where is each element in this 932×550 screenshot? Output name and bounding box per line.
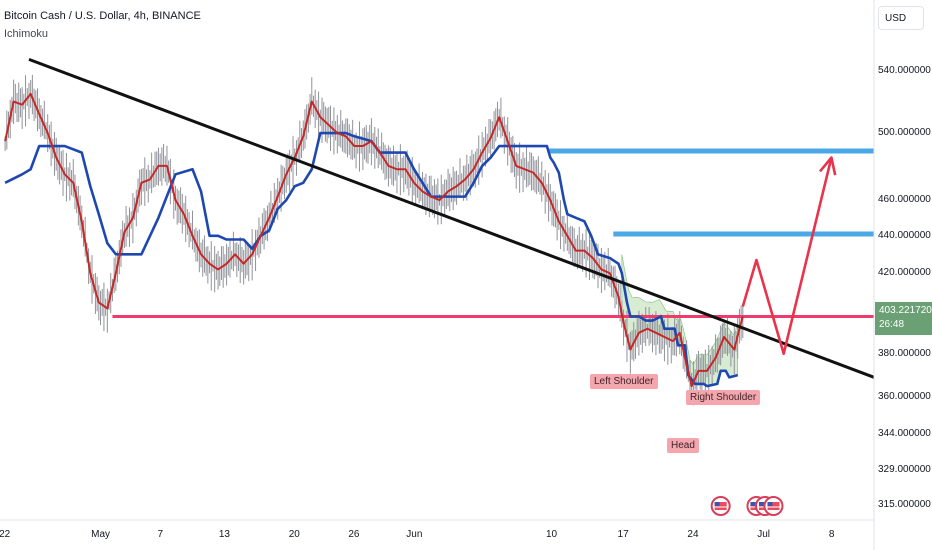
bar-countdown: 26:48 <box>879 319 905 330</box>
price-tick-label: 344.000000 <box>878 427 931 439</box>
us-flag-icon[interactable] <box>710 496 731 516</box>
candles <box>4 74 744 406</box>
time-tick-label: 20 <box>288 529 300 540</box>
time-tick-label: 26 <box>348 529 360 540</box>
descending-trendline-line <box>28 57 875 379</box>
time-tick-label: 8 <box>828 529 835 540</box>
right-shoulder-label: Right Shoulder <box>686 390 761 405</box>
price-tick-label: 500.000000 <box>878 127 931 139</box>
currency-button[interactable]: USD <box>878 6 924 30</box>
head-label: Head <box>667 438 699 453</box>
price-tick-label: 460.000000 <box>878 194 931 206</box>
symbol-title[interactable]: Bitcoin Cash / U.S. Dollar, 4h, BINANCE <box>4 10 201 22</box>
price-tick-label: 329.000000 <box>878 463 931 475</box>
last-price-tag: 403.221720 26:48 <box>875 302 932 335</box>
time-tick-label: May <box>91 529 111 540</box>
chart-lines <box>4 57 875 388</box>
ichimoku-conversion-line-line <box>4 92 744 388</box>
time-tick-label: 24 <box>687 529 699 540</box>
price-tick-label: 380.000000 <box>878 347 931 359</box>
time-tick-label: 13 <box>218 529 230 540</box>
left-shoulder-label: Left Shoulder <box>590 374 658 389</box>
price-tick-label: 360.000000 <box>878 391 931 403</box>
time-tick-label: Jun <box>406 529 423 540</box>
time-tick-label: 17 <box>617 529 629 540</box>
indicator-label[interactable]: Ichimoku <box>4 28 49 40</box>
price-tick-label: 315.000000 <box>878 498 931 510</box>
projected-path-line <box>741 157 833 356</box>
projection-arrowhead <box>818 156 837 176</box>
price-tick-label: 540.000000 <box>878 65 931 77</box>
time-tick-label: Jul <box>757 529 771 540</box>
us-flag-icon[interactable] <box>763 496 784 516</box>
time-tick-label: 10 <box>546 529 558 540</box>
time-tick-label: 7 <box>157 529 164 540</box>
event-icons <box>710 496 784 516</box>
price-tick-label: 420.000000 <box>878 267 931 279</box>
time-tick-label: 22 <box>0 529 11 540</box>
last-price-value: 403.221720 <box>879 305 932 316</box>
price-tick-label: 440.000000 <box>878 229 931 241</box>
ichimoku-base-line-line <box>4 131 739 388</box>
